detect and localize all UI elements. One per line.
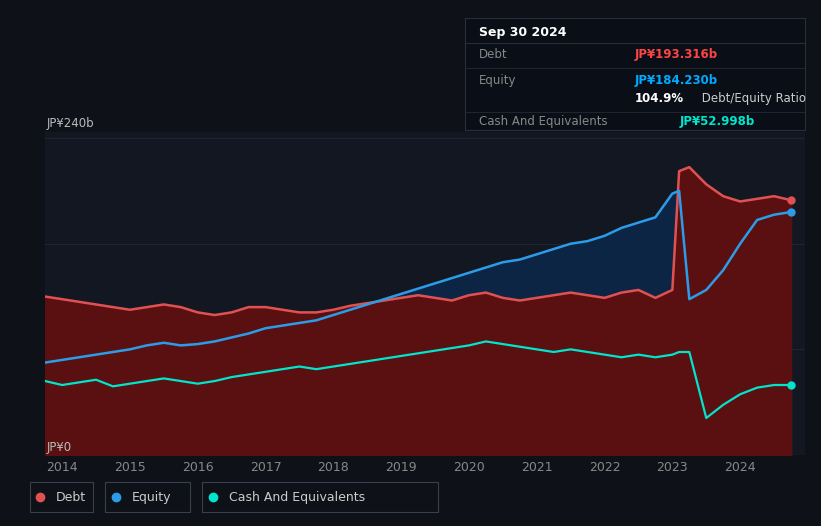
Text: Sep 30 2024: Sep 30 2024 [479, 26, 566, 39]
Text: JP¥240b: JP¥240b [47, 117, 94, 130]
Text: JP¥193.316b: JP¥193.316b [635, 48, 718, 62]
Text: JP¥0: JP¥0 [47, 441, 71, 454]
Text: Cash And Equivalents: Cash And Equivalents [228, 491, 365, 503]
Text: Cash And Equivalents: Cash And Equivalents [479, 115, 608, 127]
Text: Equity: Equity [479, 74, 516, 87]
Text: Debt: Debt [56, 491, 86, 503]
Text: Debt/Equity Ratio: Debt/Equity Ratio [698, 92, 806, 105]
Text: JP¥52.998b: JP¥52.998b [679, 115, 754, 127]
Text: 104.9%: 104.9% [635, 92, 684, 105]
Text: Equity: Equity [131, 491, 171, 503]
Text: Debt: Debt [479, 48, 507, 62]
Text: JP¥184.230b: JP¥184.230b [635, 74, 718, 87]
